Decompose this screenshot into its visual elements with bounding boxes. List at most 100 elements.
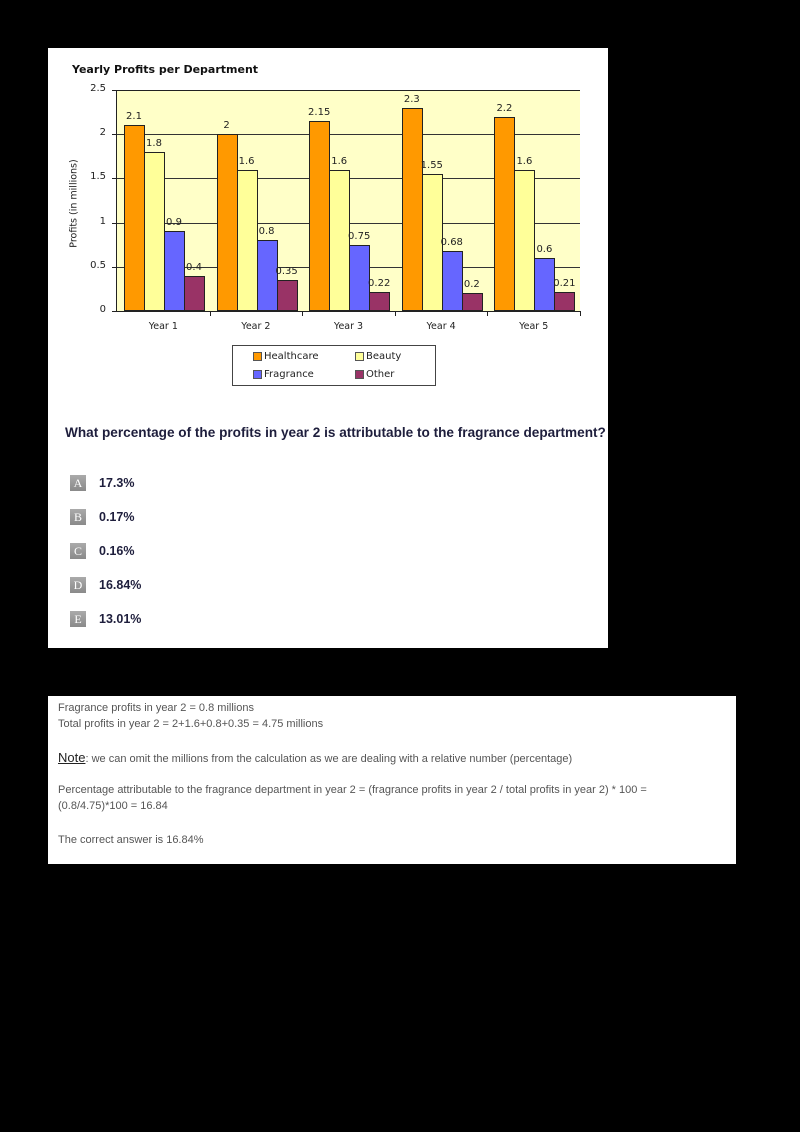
- option-c[interactable]: C 0.16%: [70, 543, 134, 559]
- bar-healthcare: [124, 125, 145, 311]
- option-letter-badge: D: [70, 577, 86, 593]
- bar-healthcare: [401, 107, 423, 311]
- legend-item-other: Other: [355, 369, 394, 380]
- option-text: 0.17%: [99, 510, 135, 524]
- bar-other: [461, 293, 483, 311]
- legend-item-healthcare: Healthcare: [253, 351, 319, 362]
- value-label: 0.4: [186, 261, 202, 273]
- legend-item-fragrance: Fragrance: [253, 369, 314, 380]
- value-label: 0.68: [440, 236, 463, 248]
- bar-beauty: [514, 169, 536, 311]
- option-b[interactable]: B 0.17%: [70, 509, 134, 525]
- y-tick: [112, 134, 117, 136]
- value-label: 2.15: [308, 106, 331, 118]
- explanation-note: Note: we can omit the millions from the …: [58, 750, 572, 765]
- y-tick-label: 2: [99, 127, 106, 139]
- option-letter-badge: B: [70, 509, 86, 525]
- gridline: [117, 134, 580, 136]
- note-label: Note: [58, 750, 86, 765]
- explanation-line-2: Total profits in year 2 = 2+1.6+0.8+0.35…: [58, 718, 324, 730]
- note-text: : we can omit the millions from the calc…: [85, 753, 573, 765]
- option-text: 0.16%: [99, 544, 135, 558]
- option-e[interactable]: E 13.01%: [70, 611, 141, 627]
- bar-healthcare: [309, 120, 331, 311]
- bar-healthcare: [494, 116, 516, 311]
- option-letter-badge: E: [70, 611, 86, 627]
- bar-other: [276, 280, 298, 311]
- option-letter-badge: A: [70, 475, 86, 491]
- explanation-answer: The correct answer is 16.84%: [58, 834, 204, 846]
- y-tick: [112, 90, 117, 91]
- option-text: 13.01%: [99, 612, 142, 626]
- bar-fragrance: [441, 250, 463, 311]
- option-text: 16.84%: [99, 578, 142, 592]
- value-label: 0.22: [368, 277, 391, 289]
- value-label: 0.9: [166, 217, 182, 229]
- x-tick: [302, 311, 304, 316]
- x-tick: [487, 311, 489, 316]
- value-label: 0.8: [258, 226, 275, 238]
- question-text: What percentage of the profits in year 2…: [65, 425, 606, 440]
- legend-swatch: [355, 352, 364, 361]
- value-label: 1.8: [146, 137, 162, 149]
- explanation-line-3: Percentage attributable to the fragrance…: [58, 784, 647, 796]
- value-label: 1.6: [516, 155, 533, 167]
- value-label: 0.2: [463, 279, 480, 291]
- x-tick: [209, 311, 211, 316]
- x-tick-label: Year 5: [519, 321, 549, 332]
- chart-title: Yearly Profits per Department: [72, 63, 259, 76]
- y-tick-label: 1: [99, 215, 106, 227]
- bar-fragrance: [164, 231, 185, 311]
- bar-other: [369, 291, 391, 311]
- y-axis-title: Profits (in millions): [68, 159, 80, 248]
- bar-fragrance: [534, 257, 556, 311]
- value-label: 2: [223, 120, 230, 132]
- y-tick-label: 2.5: [90, 83, 106, 94]
- bar-other: [184, 275, 205, 311]
- y-tick-label: 1.5: [90, 171, 106, 183]
- question-panel: Yearly Profits per Department Profits (i…: [48, 48, 608, 648]
- option-text: 17.3%: [99, 476, 135, 490]
- value-label: 0.35: [275, 266, 298, 278]
- bar-beauty: [329, 169, 351, 311]
- option-a[interactable]: A 17.3%: [70, 475, 134, 491]
- bar-beauty: [236, 169, 258, 311]
- y-tick-label: 0.5: [90, 259, 106, 271]
- value-label: 1.6: [331, 155, 348, 167]
- x-tick-label: Year 2: [241, 321, 271, 332]
- chart-legend: Healthcare Beauty Fragrance Other: [232, 345, 436, 386]
- value-label: 1.6: [238, 155, 255, 167]
- x-tick-label: Year 3: [333, 321, 364, 332]
- y-axis: [116, 90, 117, 312]
- value-label: 1.55: [420, 159, 443, 171]
- value-label: 0.6: [536, 243, 553, 255]
- bar-fragrance: [256, 240, 278, 311]
- bar-fragrance: [349, 244, 371, 311]
- value-label: 2.3: [403, 93, 420, 105]
- x-axis: [112, 311, 580, 312]
- y-tick: [112, 222, 117, 224]
- explanation-line-1: Fragrance profits in year 2 = 0.8 millio…: [58, 702, 254, 714]
- legend-swatch: [253, 370, 262, 379]
- legend-swatch: [253, 352, 262, 361]
- option-letter-badge: C: [70, 543, 86, 559]
- x-tick-label: Year 4: [426, 321, 456, 332]
- x-tick: [580, 311, 581, 316]
- explanation-line-4: (0.8/4.75)*100 = 16.84: [58, 800, 168, 812]
- y-tick-label: 0: [99, 304, 106, 315]
- explanation-panel: Fragrance profits in year 2 = 0.8 millio…: [48, 696, 736, 864]
- value-label: 2.2: [496, 102, 513, 114]
- value-label: 2.1: [126, 111, 142, 123]
- option-d[interactable]: D 16.84%: [70, 577, 141, 593]
- value-label: 0.75: [348, 230, 371, 242]
- x-tick-label: Year 1: [148, 321, 178, 332]
- value-label: 0.21: [553, 278, 576, 290]
- bar-beauty: [144, 151, 165, 311]
- legend-swatch: [355, 370, 364, 379]
- bar-other: [554, 292, 576, 311]
- legend-item-beauty: Beauty: [355, 351, 401, 362]
- y-tick: [112, 266, 117, 268]
- y-tick: [112, 178, 117, 180]
- bar-beauty: [421, 173, 443, 311]
- x-tick: [394, 311, 396, 316]
